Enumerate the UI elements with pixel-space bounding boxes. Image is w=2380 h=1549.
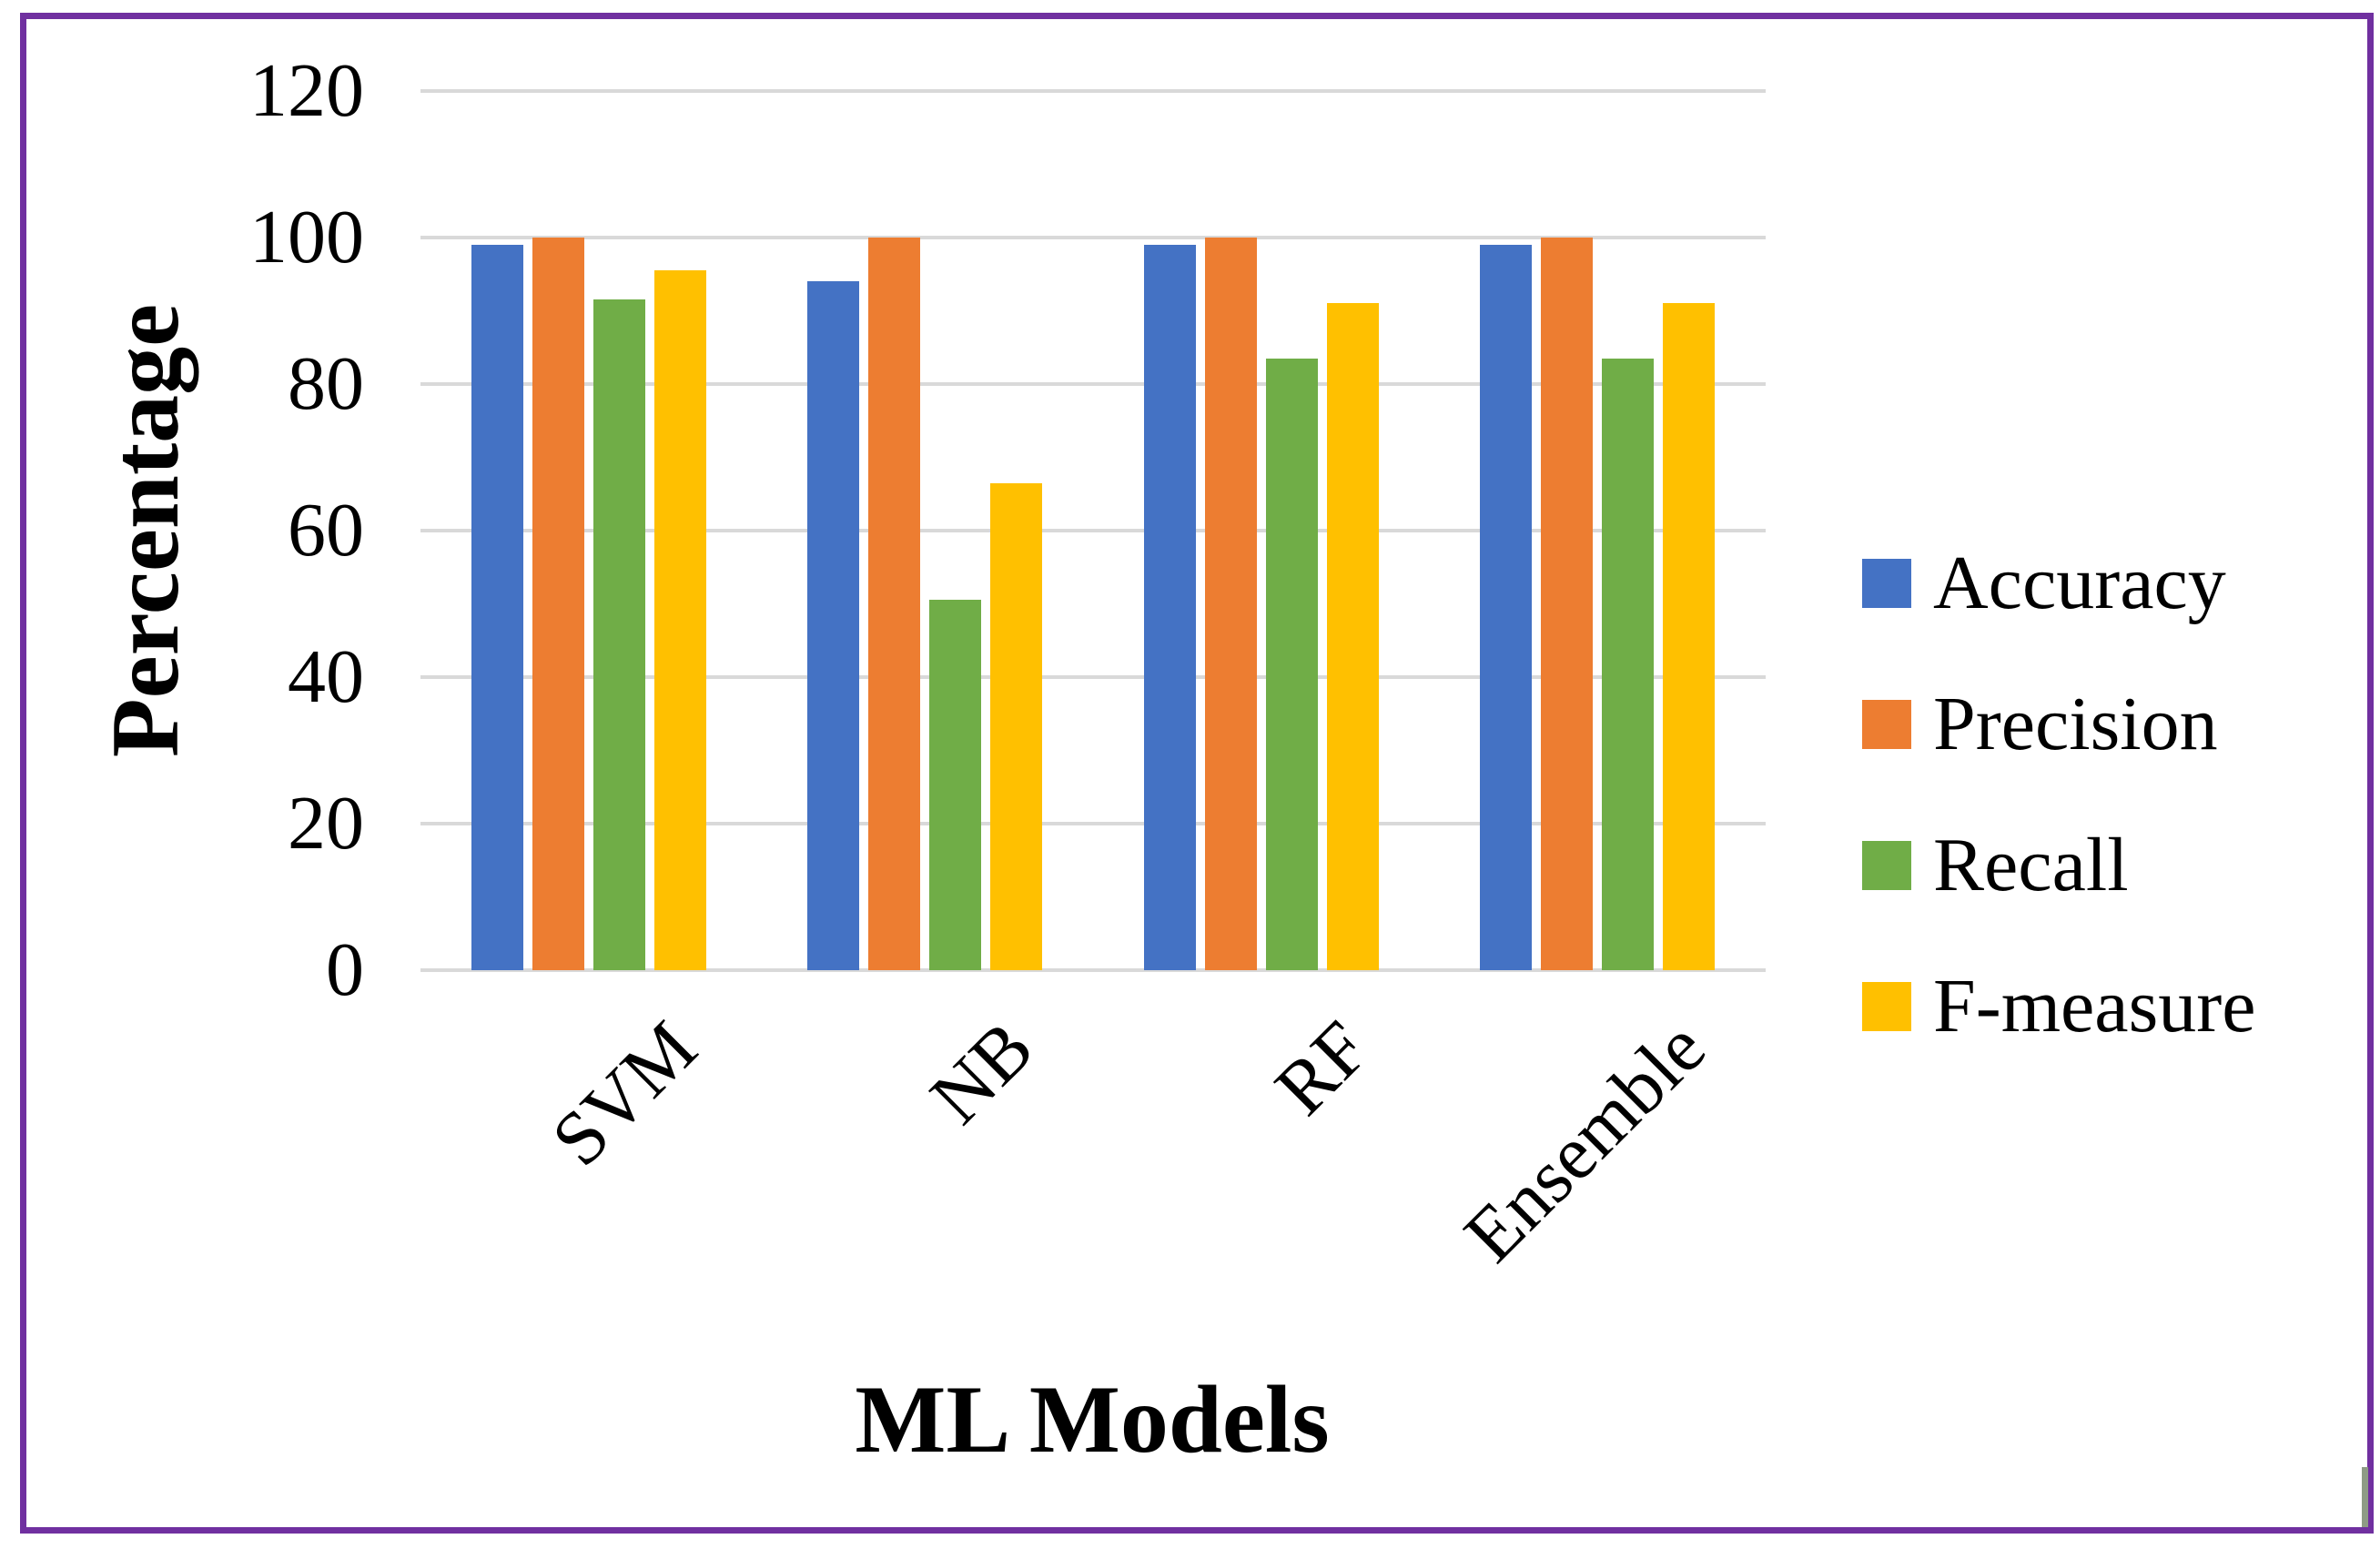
y-tick-label-100: 100	[249, 195, 364, 279]
bar-f-measure-svm	[653, 270, 706, 970]
legend-swatch-f-measure	[1862, 982, 1911, 1031]
bar-f-measure-ensemble	[1663, 303, 1716, 970]
gridline-20	[420, 822, 1766, 825]
bar-f-measure-rf	[1326, 303, 1379, 970]
figure-border	[20, 13, 2374, 1534]
legend-label-f-measure: F-measure	[1933, 964, 2256, 1048]
gridline-80	[420, 382, 1766, 386]
gridline-120	[420, 89, 1766, 93]
bar-accuracy-nb	[807, 281, 860, 970]
bar-accuracy-rf	[1143, 245, 1196, 970]
legend-swatch-accuracy	[1862, 559, 1911, 608]
bar-recall-svm	[592, 299, 645, 970]
bar-f-measure-nb	[990, 482, 1043, 970]
bar-recall-rf	[1265, 358, 1318, 970]
legend-item-f-measure: F-measure	[1862, 966, 2256, 1048]
bar-accuracy-svm	[471, 245, 523, 970]
gridline-100	[420, 236, 1766, 239]
y-tick-label-120: 120	[249, 48, 364, 133]
y-axis-title: Percentage	[92, 303, 198, 758]
bar-precision-rf	[1204, 238, 1257, 970]
bar-precision-svm	[532, 238, 584, 970]
legend-label-accuracy: Accuracy	[1933, 541, 2226, 625]
legend-swatch-precision	[1862, 700, 1911, 749]
y-tick-label-40: 40	[288, 634, 364, 719]
border-artifact	[2362, 1467, 2368, 1527]
y-tick-label-20: 20	[288, 781, 364, 866]
y-tick-label-80: 80	[288, 341, 364, 426]
legend-swatch-recall	[1862, 841, 1911, 890]
legend-label-recall: Recall	[1933, 823, 2129, 907]
bar-recall-ensemble	[1602, 358, 1655, 970]
legend-item-accuracy: Accuracy	[1862, 542, 2226, 624]
bar-accuracy-ensemble	[1480, 245, 1533, 970]
legend-item-recall: Recall	[1862, 825, 2129, 906]
bar-precision-nb	[868, 238, 921, 970]
bar-recall-nb	[929, 600, 982, 970]
bar-precision-ensemble	[1541, 238, 1594, 970]
x-axis-title: ML Models	[855, 1366, 1330, 1473]
gridline-0	[420, 968, 1766, 972]
legend-label-precision: Precision	[1933, 682, 2218, 766]
legend-item-precision: Precision	[1862, 683, 2218, 765]
gridline-40	[420, 675, 1766, 679]
gridline-60	[420, 529, 1766, 532]
y-tick-label-0: 0	[326, 927, 364, 1012]
y-tick-label-60: 60	[288, 488, 364, 572]
